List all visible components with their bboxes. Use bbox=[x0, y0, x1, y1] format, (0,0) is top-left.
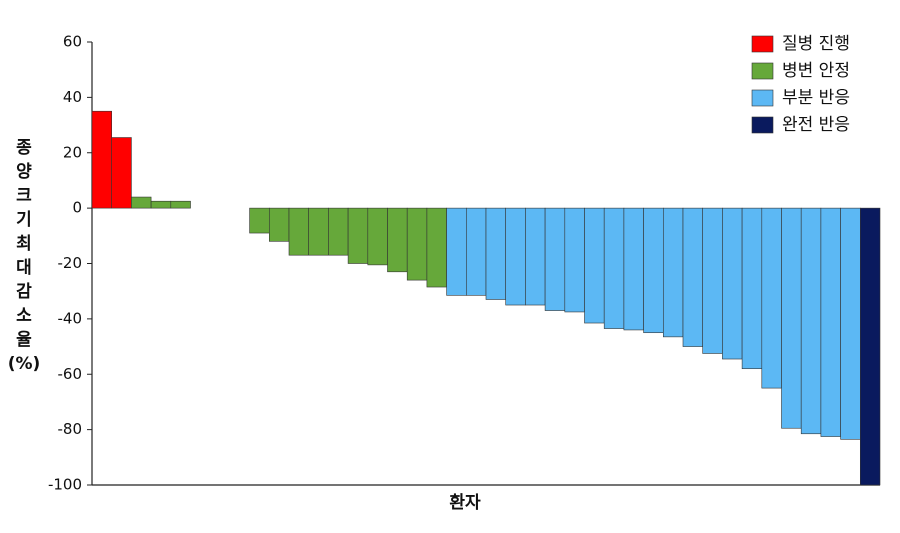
y-tick-label: -40 bbox=[58, 309, 83, 327]
y-tick-label: 20 bbox=[63, 143, 82, 161]
bar bbox=[91, 110, 113, 209]
bar bbox=[367, 207, 388, 266]
y-axis-title: 대 bbox=[16, 258, 32, 278]
legend-label: 질병 진행 bbox=[782, 34, 850, 54]
bar bbox=[840, 207, 861, 440]
bar bbox=[820, 207, 841, 437]
y-tick-label: 40 bbox=[63, 88, 82, 106]
bar bbox=[308, 207, 329, 256]
bar bbox=[328, 207, 349, 256]
bar bbox=[387, 207, 408, 273]
bar bbox=[702, 207, 723, 354]
y-axis-title: (%) bbox=[8, 354, 41, 374]
legend-label: 부분 반응 bbox=[782, 88, 850, 108]
bar bbox=[603, 207, 625, 329]
bar bbox=[268, 207, 290, 242]
x-axis-title: 환자 bbox=[449, 493, 481, 513]
bar bbox=[722, 207, 743, 360]
y-tick-label: -60 bbox=[58, 365, 83, 383]
bar bbox=[525, 207, 546, 306]
bar bbox=[288, 207, 310, 256]
legend-swatch bbox=[751, 116, 774, 134]
bar bbox=[859, 207, 881, 486]
y-axis-title: 양 bbox=[16, 162, 32, 182]
y-axis-title: 최 bbox=[16, 234, 32, 254]
bar bbox=[446, 207, 467, 296]
bar bbox=[249, 207, 270, 234]
bar bbox=[131, 196, 152, 209]
y-axis-title: 율 bbox=[16, 330, 32, 350]
y-tick-label: 60 bbox=[63, 33, 82, 51]
bar bbox=[485, 207, 507, 300]
legend-swatch bbox=[751, 89, 774, 107]
bar bbox=[643, 207, 664, 334]
bar bbox=[544, 207, 566, 311]
bar bbox=[584, 207, 605, 324]
y-axis-title: 감 bbox=[16, 282, 32, 302]
bar bbox=[111, 137, 132, 209]
y-tick-label: -100 bbox=[48, 476, 82, 494]
bar bbox=[347, 207, 369, 264]
bar bbox=[150, 200, 172, 209]
y-axis-title: 크 bbox=[16, 186, 32, 206]
y-axis-title: 소 bbox=[16, 306, 32, 326]
bar bbox=[761, 207, 782, 389]
bar bbox=[800, 207, 822, 435]
bar bbox=[170, 200, 191, 209]
bar bbox=[426, 207, 447, 288]
bar bbox=[623, 207, 644, 331]
y-tick-label: -80 bbox=[58, 420, 83, 438]
legend-swatch bbox=[751, 62, 774, 80]
bar bbox=[682, 207, 704, 347]
bar bbox=[662, 207, 684, 338]
bar bbox=[741, 207, 763, 370]
bar bbox=[406, 207, 428, 281]
legend-swatch bbox=[751, 35, 774, 53]
bar bbox=[564, 207, 585, 313]
y-axis-title: 기 bbox=[16, 210, 32, 230]
y-axis-title: 종 bbox=[16, 138, 32, 158]
bar bbox=[505, 207, 526, 306]
y-tick-label: -20 bbox=[58, 254, 83, 272]
legend-label: 완전 반응 bbox=[782, 115, 850, 135]
y-tick-label: 0 bbox=[72, 199, 82, 217]
bar bbox=[781, 207, 802, 429]
bar bbox=[465, 207, 487, 296]
legend-label: 병변 안정 bbox=[782, 61, 850, 81]
